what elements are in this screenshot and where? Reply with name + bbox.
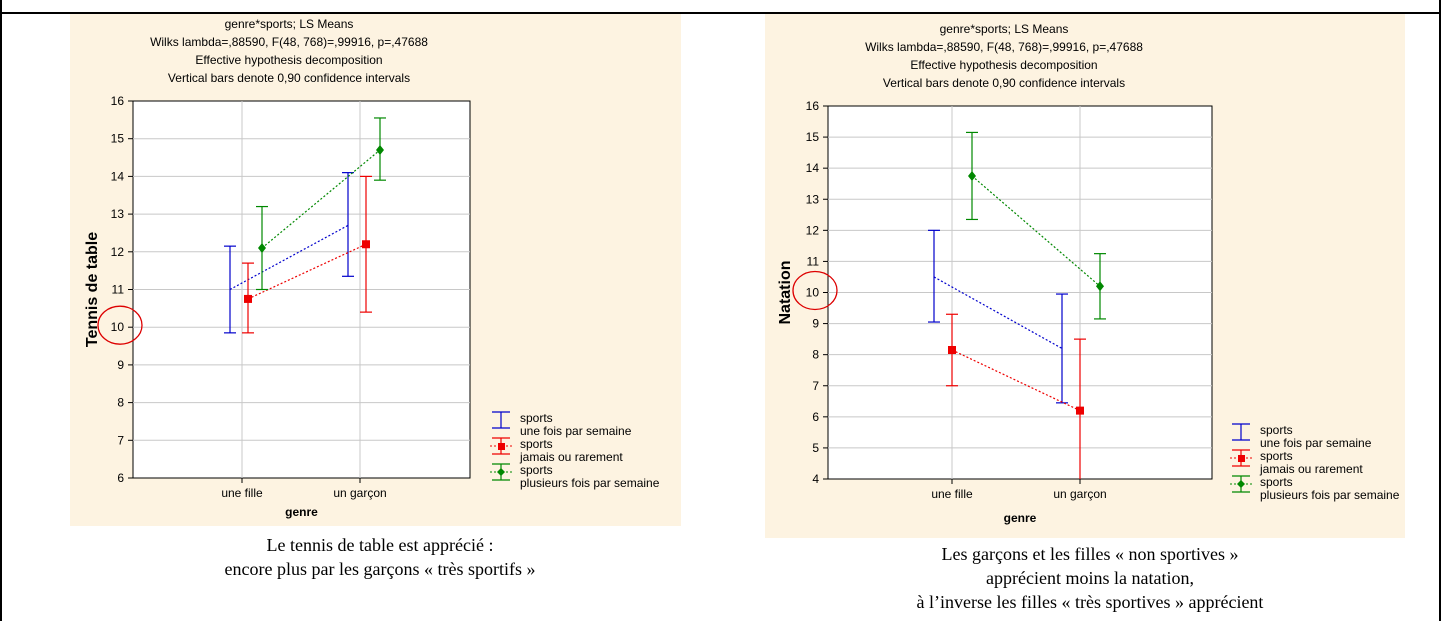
c1-x-axis-label: genre [1004,511,1037,525]
c0-title-line-3: Effective hypothesis decomposition [195,53,382,67]
c1-tick-label-y-14: 14 [806,161,820,175]
c1-series-3-legend-subname: plusieurs fois par semaine [1260,488,1400,502]
caption-right-line-3: à l’inverse les filles « très sportives … [916,592,1264,612]
c1-tick-label-x-2: un garçon [1053,487,1106,501]
c1-tick-label-y-11: 11 [807,254,820,268]
c0-series-3-point-1 [258,243,266,254]
c0-tick-label-y-11: 11 [112,283,125,297]
c1-series-3-line [971,175,1101,287]
c0-tick-label-y-6: 6 [117,471,124,485]
c1-series-2-point-2 [1076,406,1084,415]
c1-series-1-line [933,276,1063,349]
c1-series-2-point-1 [948,346,956,355]
c0-series-1-legend-subname: une fois par semaine [520,424,632,438]
c0-tick-label-y-7: 7 [117,433,124,447]
c0-tick-label-y-15: 15 [111,132,125,146]
c0-title-line-4: Vertical bars denote 0,90 confidence int… [168,71,410,85]
caption-left-line-2: encore plus par les garçons « très sport… [224,559,536,579]
c1-tick-label-y-10: 10 [806,286,820,300]
c1-series-3-point-1 [968,170,976,181]
c0-tick-label-y-10: 10 [111,320,125,334]
caption-left: Le tennis de table est apprécié : encore… [130,533,630,581]
c1-title-line-2: Wilks lambda=,88590, F(48, 768)=,99916, … [865,40,1143,54]
c0-series-2-legend-subname: jamais ou rarement [519,450,623,464]
c1-series-2-legend-name: sports [1260,449,1293,463]
c0-series-1-legend-name: sports [520,411,553,425]
c1-tick-label-y-5: 5 [812,441,819,455]
c0-series-3-legend-subname: plusieurs fois par semaine [520,476,660,490]
c0-tick-label-y-16: 16 [111,94,125,108]
caption-right-line-1: Les garçons et les filles « non sportive… [941,544,1239,564]
c0-series-2-point-2 [362,240,370,249]
c0-tick-label-y-13: 13 [111,207,125,221]
c0-tick-label-y-14: 14 [111,169,125,183]
c1-tick-label-y-13: 13 [806,192,820,206]
c0-title-line-1: genre*sports; LS Means [225,17,354,31]
c1-series-3-legend-marker [1237,480,1245,488]
c0-series-3-legend-marker [497,468,505,476]
caption-right: Les garçons et les filles « non sportive… [830,542,1350,614]
c0-highlight-circle [97,305,143,345]
c1-series-1-legend-name: sports [1260,423,1293,437]
c1-tick-label-y-6: 6 [812,410,819,424]
c0-y-axis-label: Tennis de table [84,232,101,347]
c0-x-axis-label: genre [285,505,318,519]
c1-y-axis-label: Natation [777,261,794,325]
c1-series-1-legend-subname: une fois par semaine [1260,436,1372,450]
c0-series-3-line [261,149,381,249]
c1-tick-label-y-8: 8 [812,348,819,362]
c0-series-3-point-2 [376,145,384,156]
c1-series-2-legend-subname: jamais ou rarement [1259,462,1363,476]
c0-series-2-legend-name: sports [520,437,553,451]
c0-series-2-point-1 [244,294,252,303]
c1-tick-label-y-7: 7 [812,379,819,393]
c1-title-line-1: genre*sports; LS Means [940,22,1069,36]
c0-tick-label-x-1: une fille [221,486,263,500]
c0-series-2-legend-marker [498,443,505,450]
c1-tick-label-y-16: 16 [806,99,820,113]
c1-series-3-point-2 [1096,281,1104,292]
c1-tick-label-y-4: 4 [812,472,819,486]
c1-title-line-3: Effective hypothesis decomposition [910,58,1097,72]
c1-tick-label-y-9: 9 [812,317,819,331]
c1-tick-label-x-1: une fille [931,487,973,501]
c1-title-line-4: Vertical bars denote 0,90 confidence int… [883,76,1125,90]
c1-tick-label-y-12: 12 [806,223,820,237]
c0-tick-label-x-2: un garçon [333,486,386,500]
c0-tick-label-y-12: 12 [111,245,125,259]
caption-left-line-1: Le tennis de table est apprécié : [266,535,494,555]
c0-series-3-legend-name: sports [520,463,553,477]
c0-title-line-2: Wilks lambda=,88590, F(48, 768)=,99916, … [150,35,428,49]
c1-series-3-legend-name: sports [1260,475,1293,489]
c1-highlight-circle [792,270,838,311]
caption-right-line-2: apprécient moins la natation, [986,568,1194,588]
table-border-top [0,12,1441,14]
c0-tick-label-y-9: 9 [117,358,124,372]
c1-series-2-legend-marker [1238,455,1245,462]
c1-tick-label-y-15: 15 [806,130,820,144]
c0-tick-label-y-8: 8 [117,396,124,410]
